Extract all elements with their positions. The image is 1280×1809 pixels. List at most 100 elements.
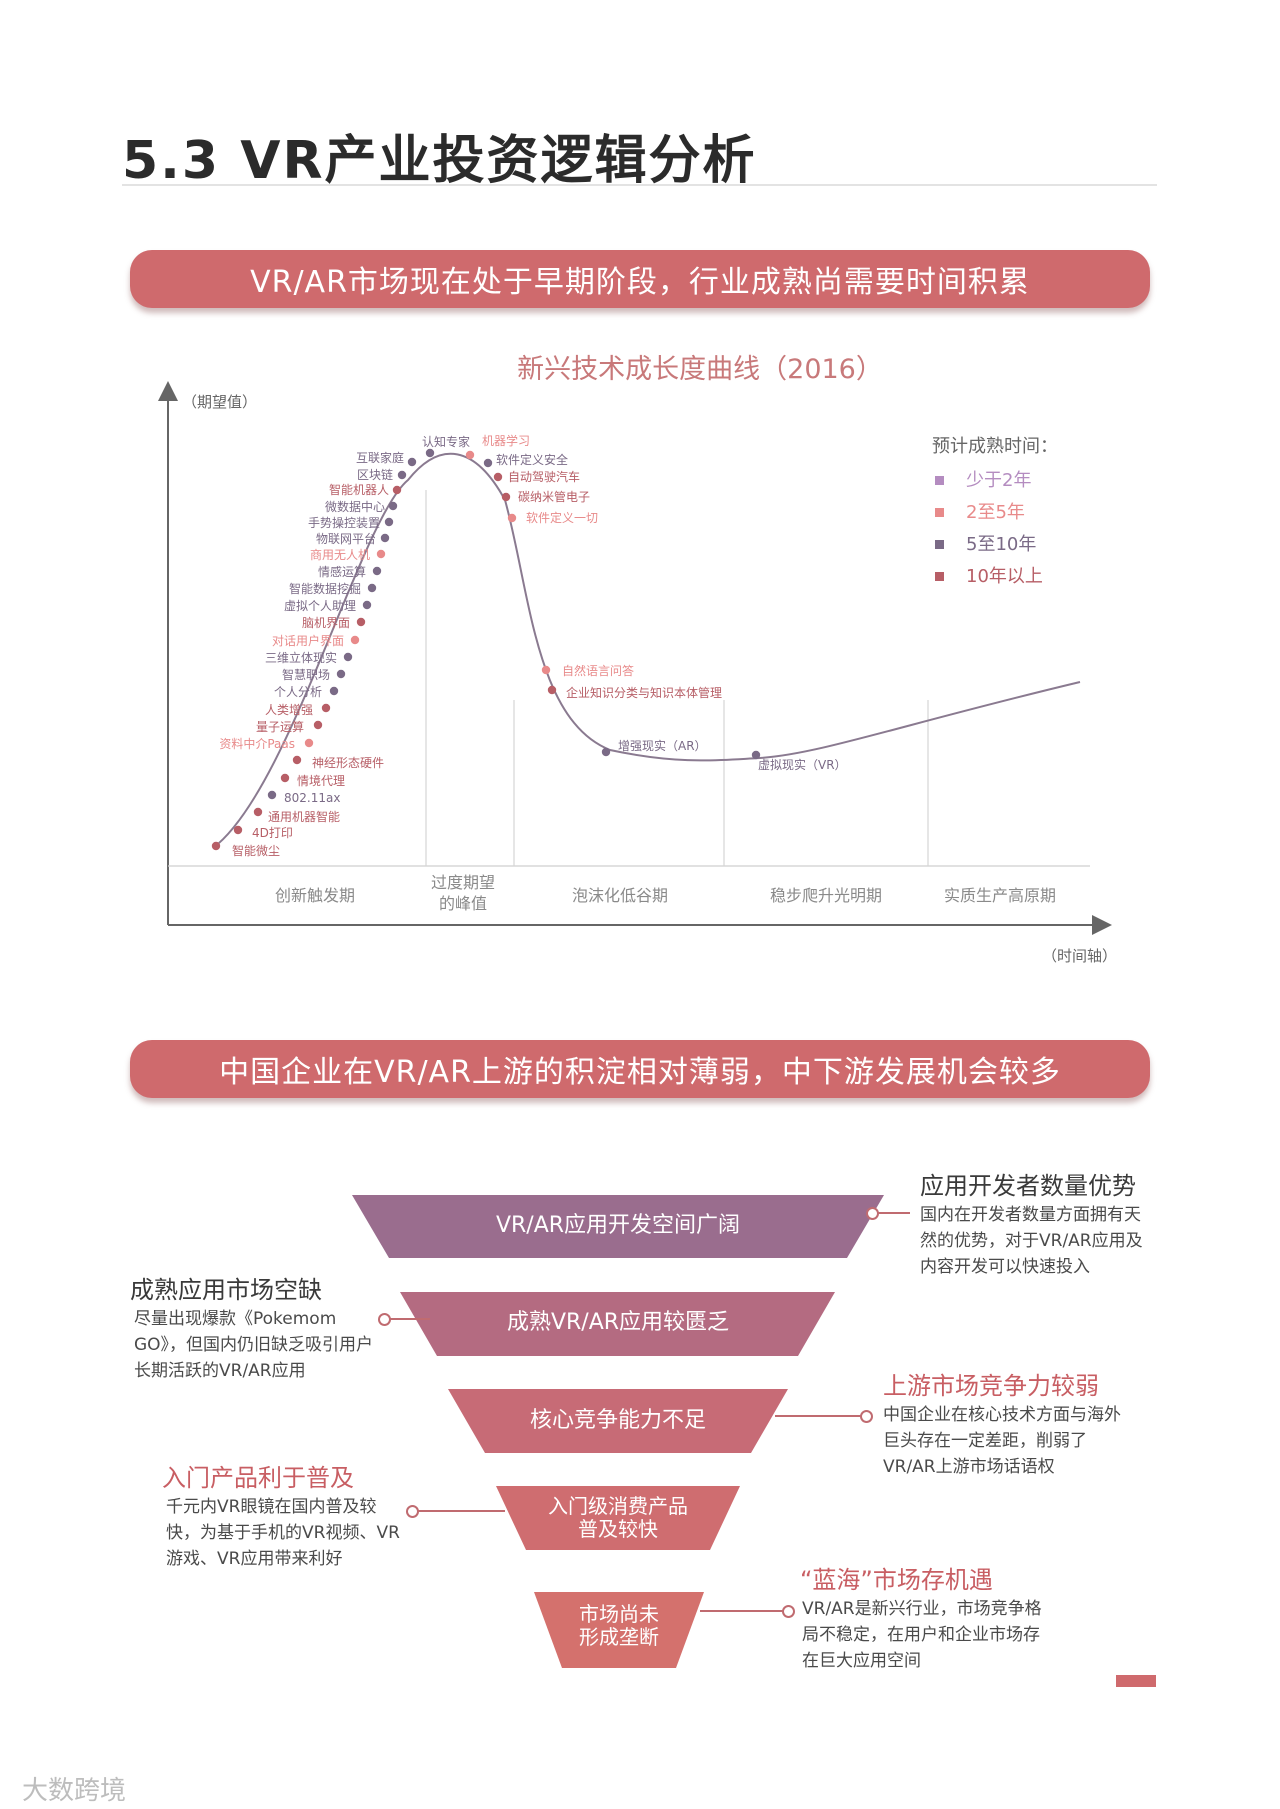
note-dot-1 xyxy=(866,1207,879,1220)
tech-point xyxy=(380,533,390,543)
phase-label: 过度期望的峰值 xyxy=(431,873,495,913)
note-title-3: 上游市场竞争力较弱 xyxy=(883,1372,1099,1400)
tech-label: 互联家庭 xyxy=(356,450,404,465)
tech-point xyxy=(350,635,360,645)
tech-point xyxy=(211,841,221,851)
y-axis-label: （期望值） xyxy=(182,393,257,411)
tech-point xyxy=(336,669,346,679)
tech-label: 4D打印 xyxy=(252,826,293,840)
tech-point xyxy=(367,583,377,593)
tech-label: 量子运算 xyxy=(256,719,304,734)
note-dot-3 xyxy=(860,1410,873,1423)
funnel-layer-4 xyxy=(496,1486,740,1550)
legend-label: 2至5年 xyxy=(966,502,1025,523)
tech-point xyxy=(356,617,366,627)
note-connector-2 xyxy=(388,1318,430,1320)
tech-point xyxy=(313,720,323,730)
funnel-layer-1 xyxy=(352,1195,884,1258)
tech-point xyxy=(321,703,331,713)
tech-point xyxy=(280,773,290,783)
tech-label: 对话用户界面 xyxy=(272,633,344,648)
funnel-label-3: 核心竞争能力不足 xyxy=(529,1408,706,1433)
tech-label: 神经形态硬件 xyxy=(312,756,384,770)
tech-label: 情感运算 xyxy=(318,564,366,579)
funnel-label-5: 市场尚未 形成垄断 xyxy=(579,1602,659,1649)
tech-label: 智慧职场 xyxy=(282,667,330,682)
tech-label: 软件定义安全 xyxy=(496,452,568,467)
legend-swatch xyxy=(935,540,944,549)
phase-label: 实质生产高原期 xyxy=(944,886,1056,905)
legend-swatch xyxy=(935,476,944,485)
hype-cycle-chart: 新兴技术成长度曲线（2016） （期望值） （时间轴） 创新触发期 过度期望的峰值… xyxy=(158,354,1117,965)
tech-label: 增强现实（AR） xyxy=(618,738,707,753)
tech-label: 资料中介Paas xyxy=(219,736,295,751)
tech-label: 人类增强 xyxy=(265,703,313,717)
note-body-3: 中国企业在核心技术方面与海外巨头存在一定差距，削弱了VR/AR上游市场话语权 xyxy=(883,1405,1121,1477)
tech-point xyxy=(501,492,511,502)
section-banner-1: VR/AR市场现在处于早期阶段，行业成熟尚需要时间积累 xyxy=(130,250,1150,308)
tech-label: 802.11ax xyxy=(284,791,340,805)
note-dot-4 xyxy=(406,1505,419,1518)
funnel-label-4: 入门级消费产品 普及较快 xyxy=(548,1494,688,1541)
note-connector-3 xyxy=(775,1415,865,1417)
note-body-4: 千元内VR眼镜在国内普及较快，为基于手机的VR视频、VR游戏、VR应用带来利好 xyxy=(166,1497,400,1569)
title-divider xyxy=(122,184,1157,186)
tech-point xyxy=(376,549,386,559)
note-connector-4 xyxy=(410,1510,505,1512)
tech-point xyxy=(329,686,339,696)
legend-label: 少于2年 xyxy=(966,470,1031,491)
x-axis-label: （时间轴） xyxy=(1042,947,1117,965)
chart-title: 新兴技术成长度曲线（2016） xyxy=(517,354,883,385)
tech-label: 软件定义一切 xyxy=(526,510,598,525)
tech-label: 通用机器智能 xyxy=(268,809,340,824)
tech-label: 智能机器人 xyxy=(329,482,389,497)
tech-point xyxy=(507,513,517,523)
note-title-1: 应用开发者数量优势 xyxy=(920,1172,1136,1200)
tech-label: 碳纳米管电子 xyxy=(518,489,590,504)
tech-point xyxy=(267,790,277,800)
technology-points: 智能微尘 4D打印 通用机器智能 802.11ax 情境代理 神经形态硬件 资料中介Paas… xyxy=(211,433,847,858)
funnel-layer-5 xyxy=(534,1592,704,1668)
tech-point xyxy=(425,448,435,458)
note-title-5: “蓝海”市场存机遇 xyxy=(800,1566,993,1594)
page-tab-marker xyxy=(1116,1675,1156,1687)
tech-label: 商用无人机 xyxy=(310,547,370,562)
note-title-4: 入门产品利于普及 xyxy=(162,1464,354,1492)
tech-point xyxy=(392,485,402,495)
legend-label: 10年以上 xyxy=(966,566,1043,587)
tech-point xyxy=(388,501,398,511)
note-title-2: 成熟应用市场空缺 xyxy=(130,1276,322,1304)
watermark: 大数跨境 xyxy=(22,1776,127,1806)
legend-swatch xyxy=(935,572,944,581)
funnel-label-2: 成熟VR/AR应用较匮乏 xyxy=(506,1310,730,1335)
tech-point xyxy=(292,755,302,765)
note-body-2: 尽量出现爆款《Pokemom GO》，但国内仍旧缺乏吸引用户长期活跃的VR/AR… xyxy=(134,1309,374,1381)
tech-label: 手势操控装置 xyxy=(308,515,380,530)
funnel-layer-2 xyxy=(400,1292,835,1356)
note-body-5: VR/AR是新兴行业，市场竞争格局不稳定，在用户和企业市场存在巨大应用空间 xyxy=(802,1599,1042,1671)
tech-label: 脑机界面 xyxy=(302,616,350,630)
section-banner-2: 中国企业在VR/AR上游的积淀相对薄弱，中下游发展机会较多 xyxy=(130,1040,1150,1098)
phase-label: 泡沫化低谷期 xyxy=(572,886,668,905)
tech-label: 微数据中心 xyxy=(325,499,385,514)
tech-label: 物联网平台 xyxy=(316,531,376,546)
tech-point xyxy=(253,807,263,817)
tech-label: 自动驾驶汽车 xyxy=(508,469,580,484)
tech-label: 情境代理 xyxy=(297,773,345,788)
tech-label: 智能微尘 xyxy=(232,843,280,858)
note-body-1: 国内在开发者数量方面拥有天然的优势，对于VR/AR应用及内容开发可以快速投入 xyxy=(920,1205,1143,1277)
funnel-label-1: VR/AR应用开发空间广阔 xyxy=(495,1213,741,1238)
tech-label: 智能数据挖掘 xyxy=(289,581,361,596)
tech-point xyxy=(343,652,353,662)
tech-point xyxy=(493,472,503,482)
tech-label: 机器学习 xyxy=(482,433,530,448)
tech-label: 虚拟现实（VR） xyxy=(758,757,847,772)
tech-point xyxy=(483,458,493,468)
phase-labels: 创新触发期 过度期望的峰值 泡沫化低谷期 稳步爬升光明期 实质生产高原期 xyxy=(275,873,1056,913)
tech-label: 三维立体现实 xyxy=(265,650,337,665)
phase-label: 创新触发期 xyxy=(275,886,355,905)
legend: 预计成熟时间： 少于2年 2至5年 5至10年 10年以上 xyxy=(932,436,1058,587)
legend-title: 预计成熟时间： xyxy=(932,436,1058,457)
tech-label: 自然语言问答 xyxy=(562,663,634,678)
